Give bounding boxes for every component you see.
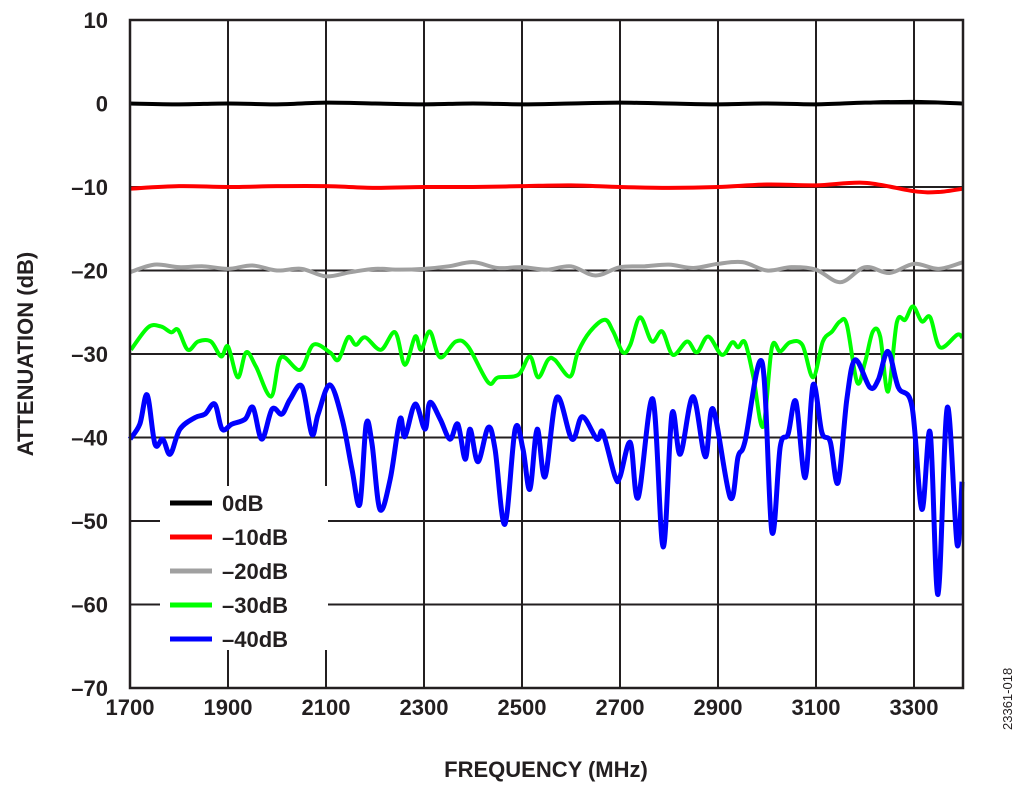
legend-label: –20dB: [222, 559, 288, 584]
series-line-2: [129, 259, 964, 285]
y-tick-label: –20: [71, 259, 108, 284]
series-line-1: [129, 180, 964, 195]
x-tick-label: 3300: [890, 695, 939, 720]
series-line-0: [129, 99, 964, 107]
x-axis-label: FREQUENCY (MHz): [444, 757, 648, 782]
legend-label: –10dB: [222, 525, 288, 550]
legend-label: –30dB: [222, 593, 288, 618]
y-axis-label: ATTENUATION (dB): [13, 252, 38, 456]
y-tick-labels: 10 0 –10 –20 –30 –40 –50 –60 –70: [71, 8, 108, 701]
x-tick-label: 2500: [498, 695, 547, 720]
plot-frame: [128, 18, 965, 690]
y-tick-label: –60: [71, 593, 108, 618]
series-line-4: [127, 348, 965, 597]
y-tick-label: 10: [84, 8, 108, 33]
y-tick-label: –50: [71, 509, 108, 534]
x-tick-labels: 1700 1900 2100 2300 2500 2700 2900 3100 3300: [106, 695, 939, 720]
x-tick-label: 1700: [106, 695, 155, 720]
y-tick-label: –30: [71, 342, 108, 367]
x-tick-label: 1900: [204, 695, 253, 720]
y-tick-label: –10: [71, 175, 108, 200]
legend-label: 0dB: [222, 491, 264, 516]
x-tick-label: 2300: [400, 695, 449, 720]
x-tick-label: 2900: [694, 695, 743, 720]
figure-id: 23361-018: [1000, 668, 1015, 730]
series-line-3: [129, 304, 964, 429]
y-tick-label: 0: [96, 92, 108, 117]
y-tick-label: –40: [71, 426, 108, 451]
y-tick-label: –70: [71, 676, 108, 701]
legend-label: –40dB: [222, 627, 288, 652]
legend-background: [160, 486, 328, 650]
x-tick-label: 3100: [792, 695, 841, 720]
x-tick-label: 2700: [596, 695, 645, 720]
legend: 0dB –10dB –20dB –30dB –40dB: [160, 486, 328, 652]
x-tick-label: 2100: [302, 695, 351, 720]
series-lines: [127, 99, 965, 597]
